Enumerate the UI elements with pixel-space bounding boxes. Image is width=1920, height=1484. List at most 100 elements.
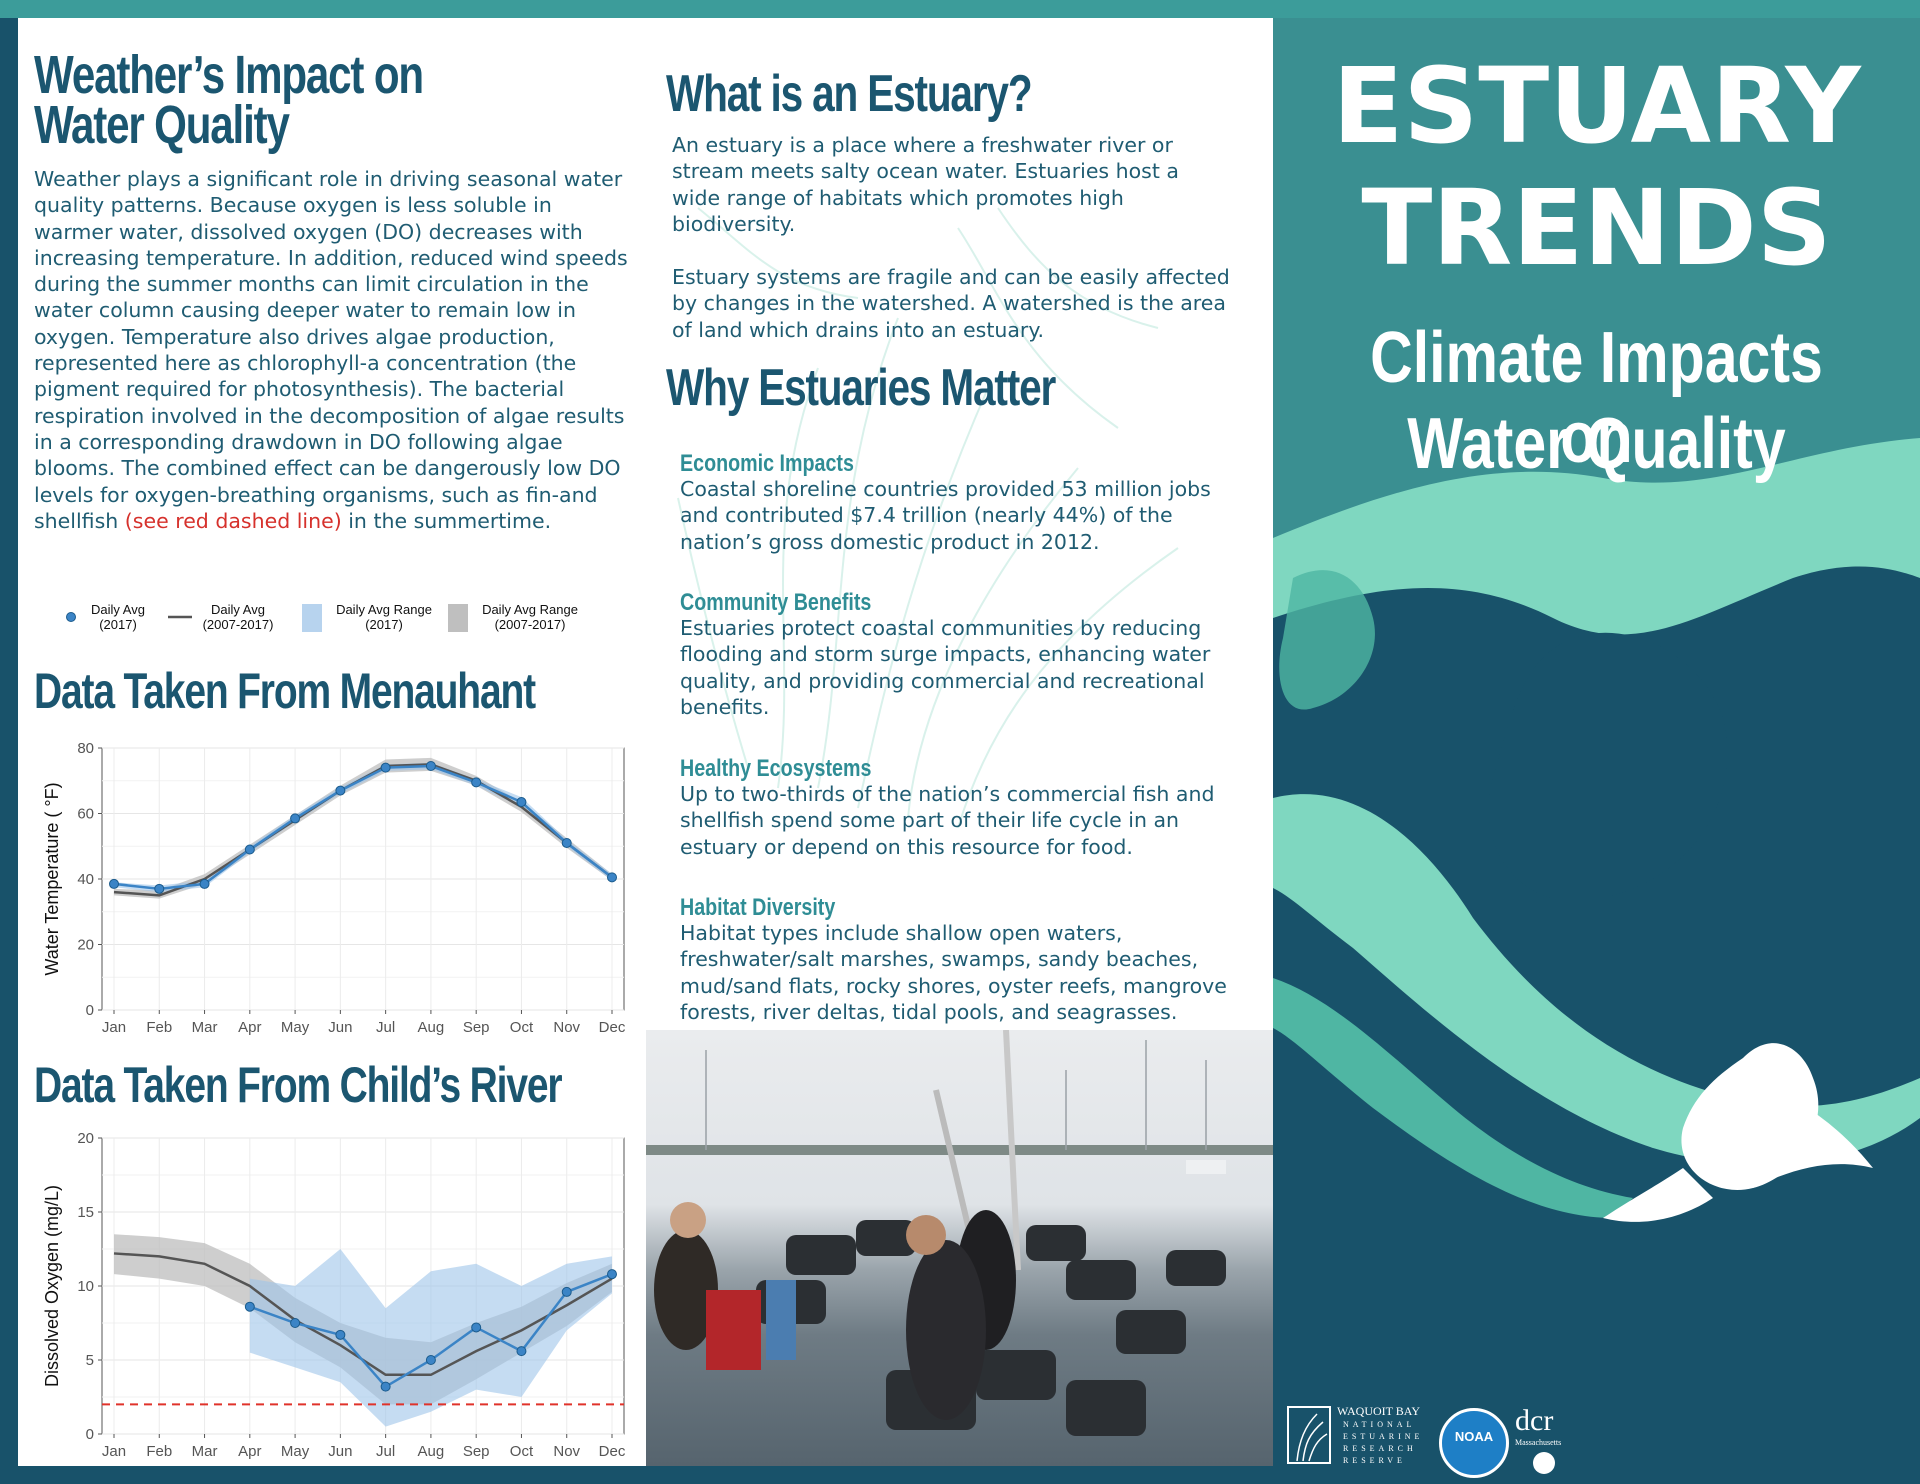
economic-impacts: Economic Impacts Coastal shoreline count… [680, 450, 1270, 555]
y-tick-label: 5 [86, 1352, 94, 1369]
legend-range-2007: Daily Avg Range (2007-2017) [482, 602, 578, 632]
x-tick-label: Aug [418, 1443, 445, 1460]
y-tick-label: 40 [77, 871, 94, 888]
waquoit-grass-icon [1287, 1406, 1331, 1464]
legend-range-2017: Daily Avg Range (2017) [336, 602, 432, 632]
range-2017-swatch [302, 604, 322, 632]
x-tick-label: May [281, 1019, 310, 1036]
community-benefits-text: Estuaries protect coastal communities by… [680, 616, 1211, 719]
daily-avg-2017-point [380, 762, 391, 773]
x-tick-label: Nov [553, 1443, 580, 1460]
daily-avg-2017-point [607, 872, 617, 883]
x-tick-label: Nov [553, 1019, 580, 1036]
waquoit-sub-2: ESTUARINE [1343, 1432, 1424, 1441]
waquoit-sub-4: RESERVE [1343, 1456, 1406, 1465]
waquoit-name: WAQUOIT BAY [1337, 1404, 1421, 1418]
dcr-sub-text: Massachusetts [1515, 1438, 1562, 1447]
economic-impacts-text: Coastal shoreline countries provided 53 … [680, 477, 1211, 554]
x-tick-label: Feb [146, 1443, 172, 1460]
healthy-ecosystems-title: Healthy Ecosystems [680, 755, 872, 782]
childs-river-heading: Data Taken From Child’s River [34, 1057, 563, 1113]
habitat-diversity-title: Habitat Diversity [680, 894, 836, 921]
cover-title-line2: TRENDS [1361, 167, 1832, 289]
x-tick-label: Jun [328, 1443, 352, 1460]
cover-subtitle-line1: Climate Impacts on [1370, 318, 1823, 478]
why-matter-heading: Why Estuaries Matter [666, 359, 1056, 417]
dcr-text: dcr [1515, 1404, 1554, 1437]
y-tick-label: 20 [77, 1130, 94, 1147]
cover-panel: ESTUARY TRENDS Climate Impacts on Water … [1273, 18, 1920, 1484]
x-tick-label: Dec [599, 1019, 626, 1036]
waquoit-bay-logo: WAQUOIT BAY NATIONAL ESTUARINE RESEARCH … [1287, 1402, 1439, 1472]
weather-body-text: Weather plays a significant role in driv… [34, 167, 628, 533]
economic-impacts-title: Economic Impacts [680, 450, 854, 477]
x-tick-label: Sep [463, 1019, 490, 1036]
daily-avg-2007-marker [168, 615, 192, 619]
y-tick-label: 0 [86, 1002, 94, 1019]
estuary-p2: Estuary systems are fragile and can be e… [672, 265, 1230, 342]
x-tick-label: May [281, 1443, 310, 1460]
legend-daily-avg-2007: Daily Avg (2007-2017) [202, 602, 274, 632]
estuary-map-art [1273, 438, 1920, 1484]
x-tick-label: Jul [376, 1019, 395, 1036]
habitat-diversity: Habitat Diversity Habitat types include … [680, 894, 1270, 1025]
x-tick-label: Mar [192, 1019, 218, 1036]
content-panel: Weather’s Impact on Water Quality Weathe… [18, 18, 1273, 1466]
dcr-leaf-icon [1533, 1452, 1555, 1474]
daily-avg-2017-point [290, 813, 301, 824]
daily-avg-2017-point [154, 883, 165, 894]
weather-heading-line2: Water Quality [34, 95, 290, 155]
y-tick-label: 20 [77, 937, 94, 954]
daily-avg-2017-point [290, 1318, 301, 1328]
daily-avg-2017-point [109, 878, 119, 889]
community-benefits: Community Benefits Estuaries protect coa… [680, 589, 1270, 720]
cover-title-line1: ESTUARY [1332, 45, 1861, 167]
field-work-photo [646, 1030, 1273, 1466]
x-tick-label: Oct [510, 1443, 534, 1460]
daily-avg-2017-point [335, 785, 346, 796]
weather-body: Weather plays a significant role in driv… [34, 166, 634, 534]
x-tick-label: Jun [328, 1019, 352, 1036]
y-tick-label: 10 [77, 1278, 94, 1295]
left-border [0, 18, 18, 1484]
x-tick-label: Oct [510, 1019, 534, 1036]
estuary-p1: An estuary is a place where a freshwater… [672, 133, 1179, 236]
x-tick-label: Feb [146, 1019, 172, 1036]
community-benefits-title: Community Benefits [680, 589, 872, 616]
weather-heading-line1: Weather’s Impact on [34, 45, 424, 105]
x-tick-label: Jul [376, 1443, 395, 1460]
menauhant-heading: Data Taken From Menauhant [34, 663, 536, 719]
x-tick-label: Aug [418, 1019, 445, 1036]
daily-avg-2017-point [335, 1329, 346, 1340]
x-tick-label: Jan [102, 1019, 126, 1036]
y-axis-label: Dissolved Oxygen (mg/L) [42, 1185, 62, 1387]
top-border [0, 0, 1920, 18]
x-tick-label: Mar [192, 1443, 218, 1460]
range-2007-swatch [448, 604, 468, 632]
daily-avg-2017-point [244, 1301, 255, 1312]
legend-daily-avg-2017: Daily Avg (2017) [91, 602, 145, 632]
x-tick-label: Dec [599, 1443, 626, 1460]
cover-subtitle-line2: Water Quality [1407, 404, 1786, 484]
dcr-logo: dcr Massachusetts [1515, 1406, 1575, 1480]
daily-avg-2017-point [561, 1286, 572, 1297]
y-tick-label: 60 [77, 806, 94, 823]
daily-avg-2017-point [380, 1381, 391, 1392]
y-tick-label: 80 [77, 740, 94, 757]
daily-avg-2017-point [425, 1355, 436, 1365]
x-tick-label: Apr [238, 1019, 261, 1036]
daily-avg-2017-marker [66, 612, 76, 622]
y-tick-label: 15 [77, 1204, 94, 1221]
photo-scene [646, 1030, 1273, 1436]
daily-avg-2017-point [425, 761, 436, 772]
daily-avg-2017-point [471, 777, 482, 788]
weather-body-end: in the summertime. [341, 508, 552, 533]
y-tick-label: 0 [86, 1426, 94, 1443]
daily-avg-2017-point [244, 844, 255, 855]
healthy-ecosystems-text: Up to two-thirds of the nation’s commerc… [680, 782, 1215, 859]
daily-avg-2017-point [607, 1269, 617, 1280]
x-tick-label: Jan [102, 1443, 126, 1460]
daily-avg-2017-point [516, 1346, 527, 1357]
dissolved-oxygen-chart: 0 5 10 15 20 Jan Feb Mar Apr May Jun Jul Aug Sep Oct No… [42, 1130, 626, 1460]
x-tick-label: Sep [463, 1443, 490, 1460]
